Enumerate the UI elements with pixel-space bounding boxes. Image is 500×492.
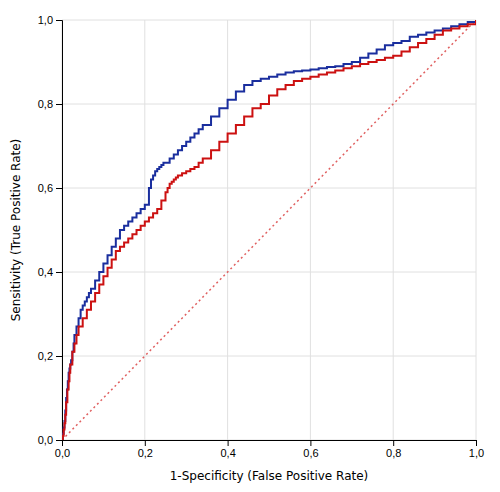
x-axis-line: [63, 441, 477, 447]
grid-line-y: [62, 356, 476, 357]
y-tick: 0,4: [38, 266, 62, 278]
y-axis-line: [56, 21, 63, 441]
y-axis: 0,0 0,2 0,4 0,6 0,8 1,0: [38, 14, 63, 446]
x-tick-mark: [145, 440, 146, 446]
x-tick: 1,0: [469, 440, 484, 459]
y-tick-mark: [56, 440, 62, 441]
grid-line-x: [393, 20, 394, 440]
x-tick-label: 0,0: [55, 447, 70, 459]
chart-svg: 0,0 0,2 0,4 0,6 0,8 1,0 0,0 0,2 0,4 0,6 0,8 1,0 1-Sp…: [0, 0, 500, 492]
x-tick-mark: [228, 440, 229, 446]
y-tick-mark: [56, 20, 62, 21]
y-tick-mark: [56, 188, 62, 189]
x-tick: 0,2: [138, 440, 153, 459]
grid-line-x: [310, 20, 311, 440]
x-tick-mark: [393, 440, 394, 446]
y-tick: 0,8: [38, 98, 62, 110]
x-axis: 0,0 0,2 0,4 0,6 0,8 1,0: [55, 440, 484, 459]
y-tick-label: 0,8: [38, 98, 53, 110]
grid-line-x: [144, 20, 145, 440]
reference-line: [62, 20, 476, 440]
x-tick-label: 0,4: [220, 447, 235, 459]
y-tick: 0,2: [38, 350, 62, 362]
chart-container: 0,0 0,2 0,4 0,6 0,8 1,0 0,0 0,2 0,4 0,6 0,8 1,0 1-Sp…: [0, 0, 500, 492]
y-tick-label: 0,2: [38, 350, 53, 362]
y-axis-title: Sensitivity (True Positive Rate): [9, 139, 23, 322]
x-tick-label: 0,8: [386, 447, 401, 459]
x-tick-label: 1,0: [469, 447, 484, 459]
grid-line-y: [62, 272, 476, 273]
x-tick-mark: [310, 440, 311, 446]
grid-line-x: [227, 20, 228, 440]
x-tick-label: 0,2: [138, 447, 153, 459]
roc-curve: [62, 20, 476, 440]
y-tick: 0,0: [38, 434, 62, 446]
x-tick: 0,0: [55, 440, 70, 459]
x-axis-title: 1-Specificity (False Positive Rate): [170, 469, 369, 483]
x-tick: 0,6: [303, 440, 318, 459]
x-tick-label: 0,6: [303, 447, 318, 459]
y-tick-mark: [56, 104, 62, 105]
y-tick-label: 0,4: [38, 266, 53, 278]
y-tick: 0,6: [38, 182, 62, 194]
y-tick-mark: [56, 272, 62, 273]
y-tick: 1,0: [38, 14, 62, 26]
y-tick-label: 1,0: [38, 14, 53, 26]
grid-line-y: [62, 188, 476, 189]
y-tick-label: 0,0: [38, 434, 53, 446]
plot-area: 0,0 0,2 0,4 0,6 0,8 1,0 0,0 0,2 0,4 0,6 0,8 1,0: [38, 14, 484, 459]
grid-line-x: [476, 20, 477, 440]
marks: [62, 20, 476, 440]
grid-line-y: [62, 20, 476, 21]
x-tick: 0,8: [386, 440, 401, 459]
roc-curve: [62, 20, 476, 440]
x-tick: 0,4: [220, 440, 235, 459]
y-tick-mark: [56, 356, 62, 357]
grid: [62, 20, 476, 440]
x-tick-mark: [476, 440, 477, 446]
y-tick-label: 0,6: [38, 182, 53, 194]
